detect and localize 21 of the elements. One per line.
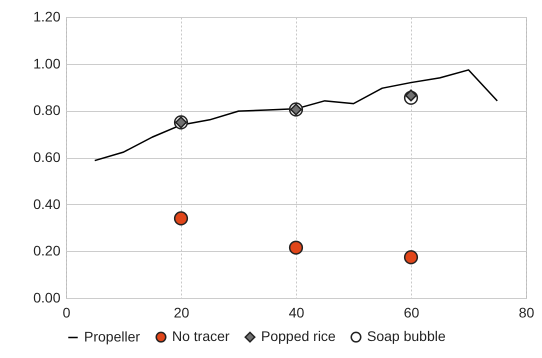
y-tick-label: 0.80: [33, 102, 61, 118]
x-tick-label: 0: [62, 304, 71, 320]
legend-label: Popped rice: [261, 328, 336, 344]
point: [288, 240, 304, 255]
x-tick-label: 80: [518, 304, 534, 320]
line-series: [94, 69, 498, 162]
y-tick-label: 0.20: [33, 242, 61, 259]
y-tick-label: 0.40: [33, 196, 61, 212]
x-tick-label: 20: [174, 304, 190, 320]
point: [405, 89, 417, 102]
point: [174, 211, 188, 226]
x-tick-label: 40: [288, 304, 304, 320]
y-tick-label: 0.60: [33, 149, 61, 165]
y-tick-label: 1.00: [33, 55, 61, 72]
point: [404, 250, 418, 264]
y-tick-label: 0.00: [33, 290, 61, 306]
legend-label: Propeller: [84, 328, 140, 344]
legend-label: Soap bubble: [367, 328, 446, 344]
legend-label: No tracer: [172, 328, 230, 344]
x-tick-label: 60: [404, 304, 420, 320]
y-tick-label: 1.20: [33, 8, 61, 24]
